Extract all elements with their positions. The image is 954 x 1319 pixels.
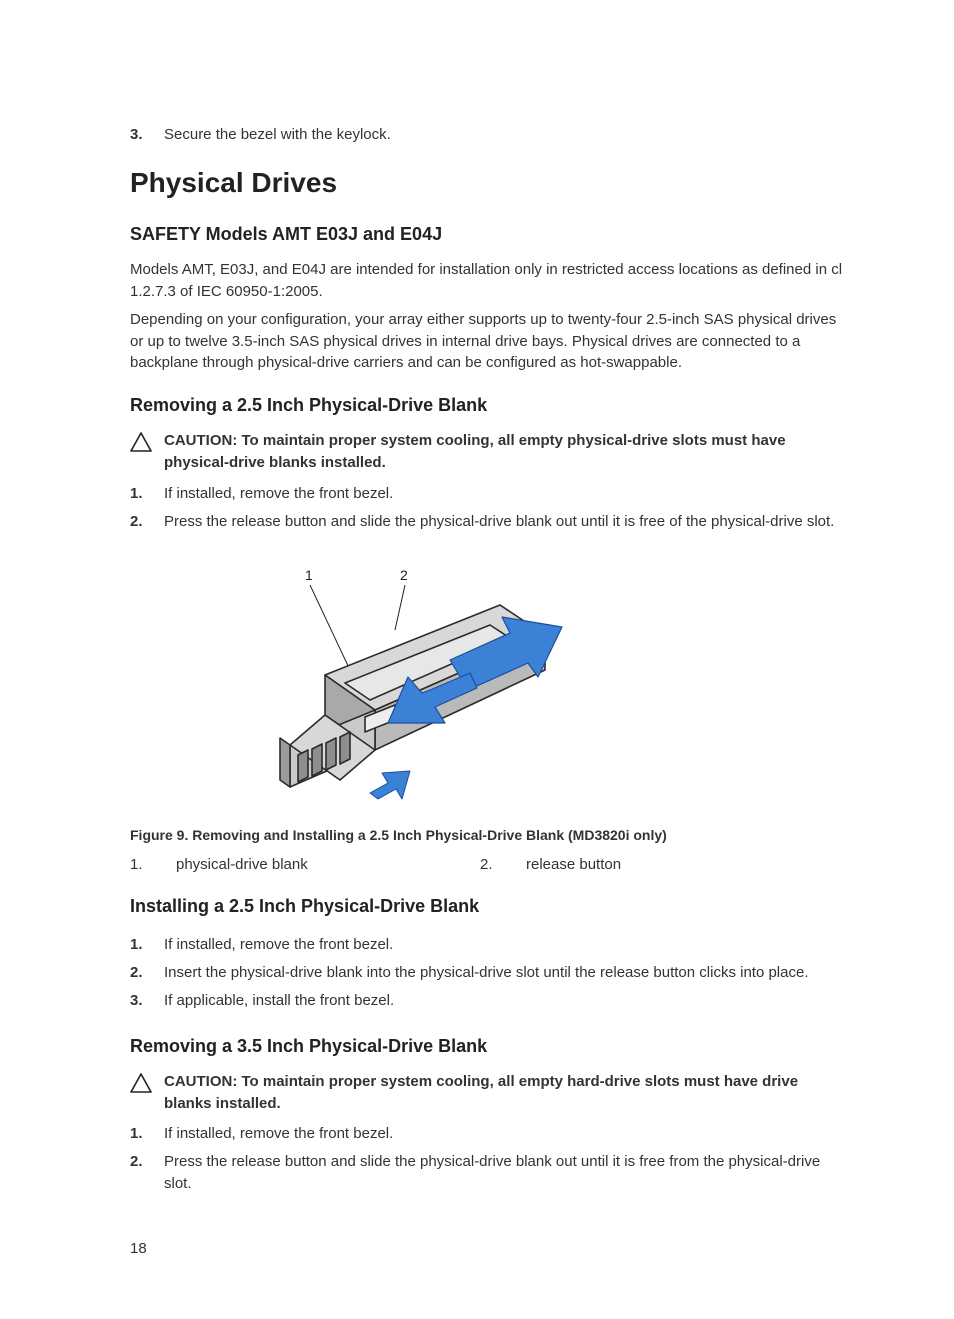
bezel-secure-list: 3. Secure the bezel with the keylock. [130,121,844,149]
figure-9: 1 2 [210,555,844,815]
safety-para-1: Models AMT, E03J, and E04J are intended … [130,259,844,303]
caution-icon [130,430,164,474]
step-text: If applicable, install the front bezel. [164,990,394,1012]
step-text: If installed, remove the front bezel. [164,934,393,956]
list-item: 2. Insert the physical-drive blank into … [130,959,844,987]
callout-1-label: 1 [305,567,313,583]
list-item: 3. If applicable, install the front beze… [130,987,844,1015]
step-number: 1. [130,934,164,956]
remove35-steps: 1. If installed, remove the front bezel.… [130,1120,844,1197]
step-number: 2. [130,1151,164,1195]
legend-item: 2. release button [480,854,621,876]
step-number: 2. [130,511,164,533]
caution-text: CAUTION: To maintain proper system cooli… [164,1071,844,1115]
step-number: 1. [130,1123,164,1145]
safety-para-2: Depending on your configuration, your ar… [130,309,844,374]
caution-body: To maintain proper system cooling, all e… [164,432,786,471]
step-number: 3. [130,124,164,146]
caution-text: CAUTION: To maintain proper system cooli… [164,430,844,474]
step-text: If installed, remove the front bezel. [164,1123,393,1145]
step-number: 3. [130,990,164,1012]
page-title: Physical Drives [130,163,844,204]
legend-number: 1. [130,854,176,876]
list-item: 2. Press the release button and slide th… [130,508,844,536]
figure-legend: 1. physical-drive blank 2. release butto… [130,854,844,876]
caution-icon [130,1071,164,1115]
page-number: 18 [130,1238,844,1260]
step-text: If installed, remove the front bezel. [164,483,393,505]
list-item: 1. If installed, remove the front bezel. [130,931,844,959]
list-item: 1. If installed, remove the front bezel. [130,480,844,508]
legend-item: 1. physical-drive blank [130,854,480,876]
remove35-heading: Removing a 3.5 Inch Physical-Drive Blank [130,1033,844,1059]
remove25-heading: Removing a 2.5 Inch Physical-Drive Blank [130,392,844,418]
caution-label: CAUTION: [164,432,242,449]
step-text: Press the release button and slide the p… [164,1151,844,1195]
step-text: Press the release button and slide the p… [164,511,834,533]
install25-steps: 1. If installed, remove the front bezel.… [130,931,844,1014]
legend-text: release button [526,854,621,876]
list-item: 2. Press the release button and slide th… [130,1148,844,1198]
caution-body: To maintain proper system cooling, all e… [164,1073,798,1112]
safety-heading: SAFETY Models AMT E03J and E04J [130,221,844,247]
legend-number: 2. [480,854,526,876]
install25-heading: Installing a 2.5 Inch Physical-Drive Bla… [130,893,844,919]
list-item: 1. If installed, remove the front bezel. [130,1120,844,1148]
list-item: 3. Secure the bezel with the keylock. [130,121,844,149]
caution-block: CAUTION: To maintain proper system cooli… [130,1071,844,1115]
figure-caption: Figure 9. Removing and Installing a 2.5 … [130,825,844,845]
legend-text: physical-drive blank [176,854,308,876]
callout-2-label: 2 [400,567,408,583]
step-text: Insert the physical-drive blank into the… [164,962,809,984]
step-text: Secure the bezel with the keylock. [164,124,391,146]
caution-block: CAUTION: To maintain proper system cooli… [130,430,844,474]
step-number: 1. [130,483,164,505]
caution-label: CAUTION: [164,1073,242,1090]
step-number: 2. [130,962,164,984]
remove25-steps: 1. If installed, remove the front bezel.… [130,480,844,536]
